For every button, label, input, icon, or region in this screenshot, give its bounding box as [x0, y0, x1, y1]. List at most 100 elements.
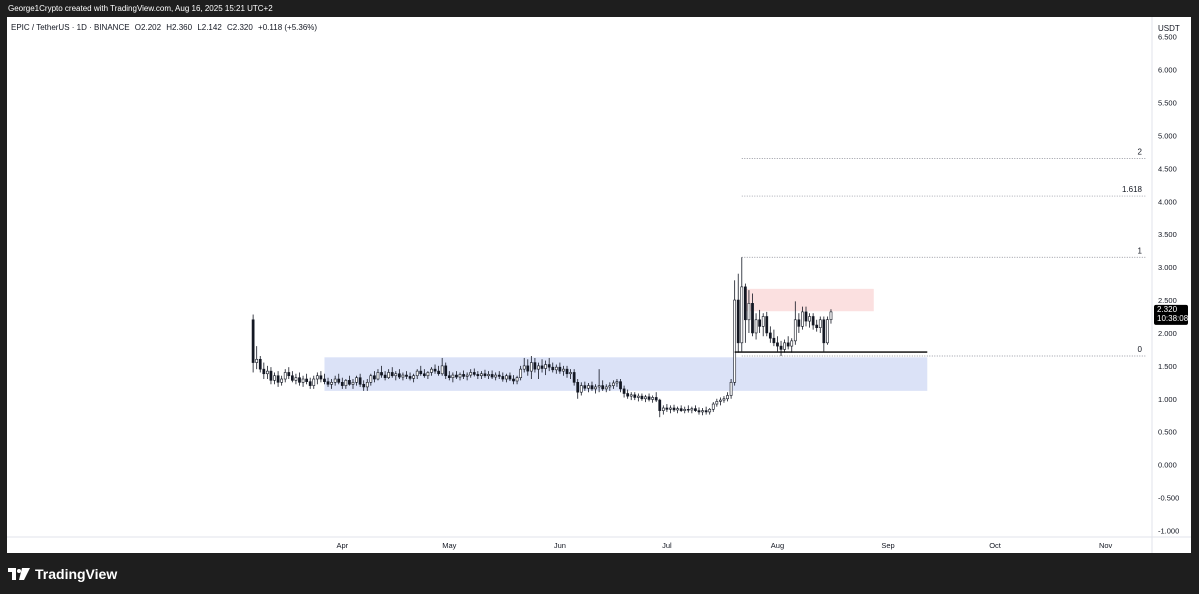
- candle: [554, 364, 558, 374]
- price-tick-label: -1.000: [1158, 526, 1179, 535]
- candle: [405, 371, 408, 380]
- candle: [743, 283, 747, 343]
- demand-zone: [324, 357, 928, 391]
- candle-body: [276, 375, 280, 383]
- candle-body: [290, 375, 294, 381]
- symbol-name[interactable]: EPIC / TetherUS · 1D · BINANCE: [11, 23, 130, 32]
- candle: [801, 306, 804, 330]
- price-chart[interactable]: 0 1 1.618 2 USDT 6.500 6.000 5.500 5.000 4.500 4…: [7, 17, 1191, 553]
- candle-body: [676, 408, 679, 411]
- candle-body: [280, 378, 284, 383]
- candle: [351, 379, 355, 389]
- candle: [344, 379, 348, 389]
- candle-body: [779, 345, 783, 350]
- candle-body: [701, 410, 704, 413]
- price-tick-label: 5.500: [1158, 99, 1177, 108]
- candle-body: [323, 378, 326, 382]
- legend-open: O2.202: [134, 23, 162, 32]
- symbol-legend: EPIC / TetherUS · 1D · BINANCE O2.202 H2…: [11, 23, 320, 32]
- candle-body: [569, 372, 572, 375]
- candle-body: [612, 382, 615, 386]
- candle: [266, 365, 269, 380]
- tradingview-logo[interactable]: TradingView: [8, 566, 117, 582]
- price-tick-label: 4.000: [1158, 197, 1177, 206]
- candle: [740, 257, 744, 352]
- resistance-zone: [745, 288, 874, 312]
- candle: [412, 373, 416, 383]
- candle: [558, 362, 562, 374]
- candle-body: [826, 319, 829, 344]
- time-tick-label: Oct: [989, 541, 1002, 550]
- candle: [765, 311, 769, 337]
- candle: [373, 371, 376, 383]
- candle-body: [519, 368, 523, 379]
- fib-level-label: 1.618: [1122, 185, 1143, 194]
- candle: [811, 313, 815, 330]
- price-tick-label: 1.000: [1158, 395, 1177, 404]
- chart-header-text: George1Crypto created with TradingView.c…: [8, 4, 273, 13]
- candle-body: [804, 311, 808, 322]
- candle: [298, 372, 301, 386]
- candle: [719, 397, 722, 406]
- candle: [440, 357, 444, 376]
- candle: [387, 369, 391, 380]
- candle: [480, 371, 483, 380]
- candle: [590, 381, 594, 391]
- candle: [476, 371, 480, 380]
- candle: [679, 405, 683, 412]
- candle-body: [476, 374, 480, 377]
- candle-body: [408, 376, 412, 379]
- candle-body: [669, 407, 672, 410]
- candle-body: [597, 385, 601, 388]
- candle-body: [483, 373, 487, 377]
- candle-body: [529, 362, 533, 372]
- candle: [308, 377, 312, 389]
- candle: [340, 377, 344, 389]
- candle: [808, 313, 811, 328]
- candle: [383, 371, 387, 381]
- candle-body: [604, 386, 608, 390]
- candle: [647, 393, 651, 402]
- candle: [465, 372, 469, 381]
- candle: [786, 336, 790, 350]
- candle-body: [315, 375, 319, 380]
- candle: [776, 336, 779, 352]
- time-tick-label: Nov: [1099, 541, 1113, 550]
- candle-body: [797, 319, 801, 327]
- candle-body: [711, 403, 715, 410]
- legend-change: +0.118 (+5.36%): [258, 23, 318, 32]
- chart-frame[interactable]: 0 1 1.618 2 USDT 6.500 6.000 5.500 5.000 4.500 4…: [7, 17, 1191, 553]
- last-price-tag-box: [1154, 304, 1188, 325]
- candle-body: [533, 362, 537, 370]
- candle: [362, 380, 366, 391]
- candle-body: [430, 368, 433, 373]
- candle: [323, 373, 326, 385]
- candle: [390, 367, 394, 378]
- candle: [401, 372, 405, 381]
- candle: [273, 372, 276, 385]
- candle: [829, 309, 833, 324]
- candle: [701, 407, 704, 416]
- candle-body: [522, 365, 526, 370]
- candle: [437, 365, 440, 376]
- candle: [608, 382, 612, 391]
- candle-body: [544, 364, 547, 369]
- candle: [469, 369, 473, 378]
- candle-body: [729, 382, 733, 396]
- candle: [815, 319, 819, 332]
- candle-body: [679, 408, 683, 411]
- candle-body: [330, 382, 333, 385]
- candle: [315, 372, 319, 385]
- candle: [290, 371, 294, 383]
- candle: [626, 389, 630, 399]
- candle: [269, 367, 273, 385]
- candle-body: [262, 368, 266, 375]
- candle: [490, 370, 494, 380]
- candle: [419, 365, 423, 376]
- candle: [508, 372, 512, 381]
- candle-body: [815, 324, 819, 328]
- candle: [669, 405, 672, 414]
- candle: [690, 406, 694, 414]
- price-tick-label: 5.000: [1158, 131, 1177, 140]
- candle: [540, 359, 544, 373]
